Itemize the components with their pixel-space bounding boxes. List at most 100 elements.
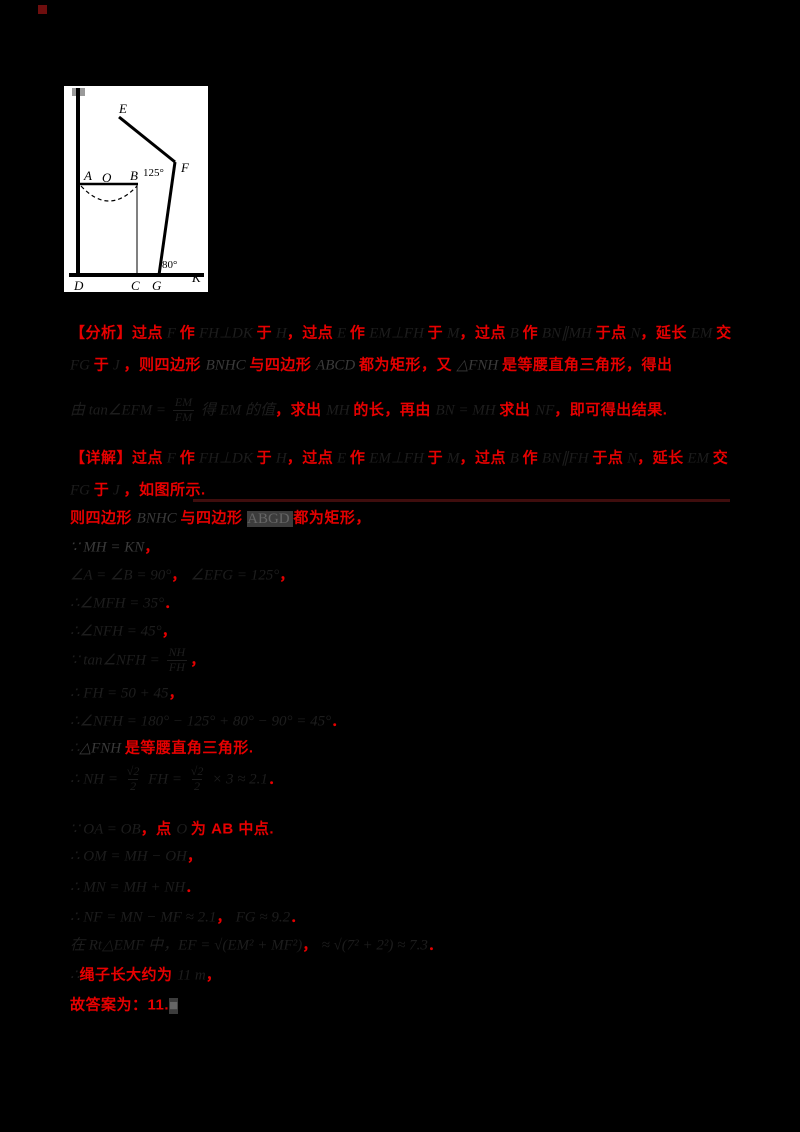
text-segment: △FNH <box>79 740 125 757</box>
text-segment: ABCD <box>316 357 359 374</box>
text-segment: 于点 <box>592 449 624 467</box>
text-segment: J <box>109 357 124 374</box>
solution-line-9: ∴∠NFH = 45°， <box>70 620 177 643</box>
solution-line-1: FG 于 J ，则四边形 BNHC 与四边形 ABCD 都为矩形，又 △FNH … <box>70 354 672 377</box>
text-segment: 则四边形 <box>70 509 137 527</box>
text-segment: ∴∠NFH = 45° <box>70 623 162 640</box>
solution-line-4: FG 于 J ，如图所示. <box>70 479 206 502</box>
text-segment: ∴ NF = MN − MF ≈ 2.1 <box>70 909 217 926</box>
text-segment: 【详解】 <box>70 449 133 467</box>
solution-line-19: 在 Rt△EMF 中，EF = √(EM² + MF²)， ≈ √(7² + 2… <box>70 934 443 957</box>
solution-line-17: ∴ MN = MH + NH． <box>70 876 201 899</box>
text-segment: 11. <box>147 996 170 1014</box>
fraction-denominator: FH <box>166 659 187 674</box>
text-segment: ，过点 <box>286 324 334 342</box>
segment-FG <box>157 161 177 276</box>
solution-line-14: ∴ NH = √2 2 FH = √2 2 × 3 ≈ 2.1． <box>70 764 283 794</box>
solution-line-13: ∴△FNH 是等腰直角三角形. <box>70 737 254 760</box>
text-segment: J <box>109 482 124 499</box>
text-segment: 于 <box>427 449 444 467</box>
text-segment: ． <box>427 936 444 954</box>
text-segment: ∴ OM = MH − OH <box>70 848 187 865</box>
text-segment: ，延长 <box>637 449 684 467</box>
text-segment: M <box>443 450 460 467</box>
figure-label-K: K <box>191 270 202 285</box>
text-segment: H <box>272 450 287 467</box>
text-segment: ， <box>190 651 206 669</box>
text-segment: ， <box>186 847 203 865</box>
text-segment: 交 <box>712 449 729 467</box>
text-segment: BN∥FH <box>538 450 593 467</box>
red-rule <box>193 499 730 502</box>
fraction: √2 2 <box>125 764 142 794</box>
text-segment: M <box>443 325 460 342</box>
text-segment: F <box>163 325 180 342</box>
angle-label-80: 80° <box>162 259 177 271</box>
figure-label-B: B <box>130 168 138 183</box>
fraction: √2 2 <box>189 764 206 794</box>
text-segment: ∴ FH = 50 + 45 <box>70 685 169 702</box>
geometry-figure-svg: E F 125° A O B 80° D C G K <box>69 88 204 292</box>
text-segment: △FNH <box>456 357 502 374</box>
figure-label-C: C <box>131 278 140 292</box>
dashed-arc <box>80 185 138 202</box>
corner-mark <box>38 5 47 14</box>
text-segment: 作 <box>522 449 539 467</box>
text-segment: 作 <box>349 324 366 342</box>
text-segment: 得 EM 的值 <box>197 402 276 419</box>
fraction-denominator: 2 <box>128 778 139 793</box>
text-segment: ， <box>205 966 222 984</box>
text-segment: 于 <box>256 449 273 467</box>
text-segment: ∴ <box>70 967 80 984</box>
text-segment: ， <box>275 401 291 419</box>
text-segment: ∴ <box>70 740 80 757</box>
text-segment: 过点 <box>132 324 164 342</box>
text-segment: ，如图所示. <box>123 481 206 499</box>
figure-label-E: E <box>118 101 127 116</box>
text-segment: ， <box>216 908 232 926</box>
text-segment: 与四边形 <box>180 509 248 527</box>
solution-line-3: 【详解】过点 F 作 FH⊥DK 于 H，过点 E 作 EM⊥FH 于 M，过点… <box>70 447 728 470</box>
text-segment: ≈ √(7² + 2²) ≈ 7.3 <box>317 937 428 954</box>
text-segment: EM⊥FH <box>365 450 428 467</box>
fraction-numerator: √2 <box>126 764 140 778</box>
text-segment: 于 <box>256 324 273 342</box>
text-segment: FG ≈ 9.2 <box>231 909 291 926</box>
text-segment: F <box>163 450 180 467</box>
fraction-numerator: NH <box>168 645 186 659</box>
text-segment: 作 <box>179 324 196 342</box>
text-segment: ． <box>290 908 306 926</box>
text-segment: EM <box>686 325 717 342</box>
text-segment: ， <box>144 538 160 556</box>
text-segment: EM <box>683 450 713 467</box>
text-segment: N <box>623 450 638 467</box>
text-segment: N <box>626 325 641 342</box>
solution-line-12: ∴∠NFH = 180° − 125° + 80° − 90° = 45°． <box>70 710 347 733</box>
text-segment: ． <box>331 712 347 730</box>
text-segment: 于 <box>93 356 110 374</box>
text-segment: BNHC <box>136 510 181 527</box>
text-segment: BN = MH <box>435 402 500 419</box>
text-segment: ，过点 <box>459 449 506 467</box>
text-segment: 于 <box>427 324 444 342</box>
text-segment: ∴ MN = MH + NH <box>70 879 186 896</box>
text-segment: 与四边形 <box>249 356 317 374</box>
text-segment: × 3 ≈ 2.1 <box>208 771 268 788</box>
solution-line-20: ∴绳子长大约为 11 m， <box>70 964 221 987</box>
solution-line-2: 由 tan∠EFM = EM FM 得 EM 的值，求出 MH 的长，再由 BN … <box>70 395 668 425</box>
fraction-numerator: EM <box>174 395 193 409</box>
geometry-figure: E F 125° A O B 80° D C G K <box>64 86 208 292</box>
text-segment: E <box>333 325 350 342</box>
text-segment: 故答案为： <box>70 996 148 1014</box>
text-segment: 即可得出结果. <box>569 401 668 419</box>
solution-line-0: 【分析】过点 F 作 FH⊥DK 于 H，过点 E 作 EM⊥FH 于 M，过点… <box>70 322 732 345</box>
figure-label-D: D <box>73 278 84 292</box>
text-segment: 【分析】 <box>70 324 133 342</box>
text-segment: EM⊥FH <box>365 325 428 342</box>
solution-line-18: ∴ NF = MN − MF ≈ 2.1， FG ≈ 9.2． <box>70 906 306 929</box>
figure-label-O: O <box>102 170 112 185</box>
text-segment: FG <box>70 357 94 374</box>
fraction-denominator: 2 <box>192 778 203 793</box>
text-segment: 在 Rt△EMF 中，EF = √(EM² + MF²) <box>70 937 303 954</box>
segment-EF <box>118 115 176 164</box>
